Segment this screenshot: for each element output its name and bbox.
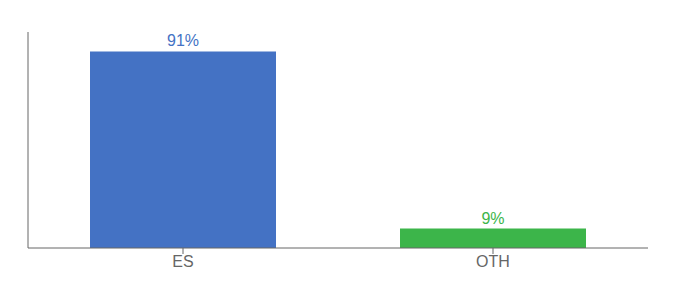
svg-text:91%: 91% (167, 32, 199, 49)
svg-text:9%: 9% (481, 210, 504, 227)
svg-text:OTH: OTH (476, 253, 510, 270)
svg-text:ES: ES (172, 253, 193, 270)
